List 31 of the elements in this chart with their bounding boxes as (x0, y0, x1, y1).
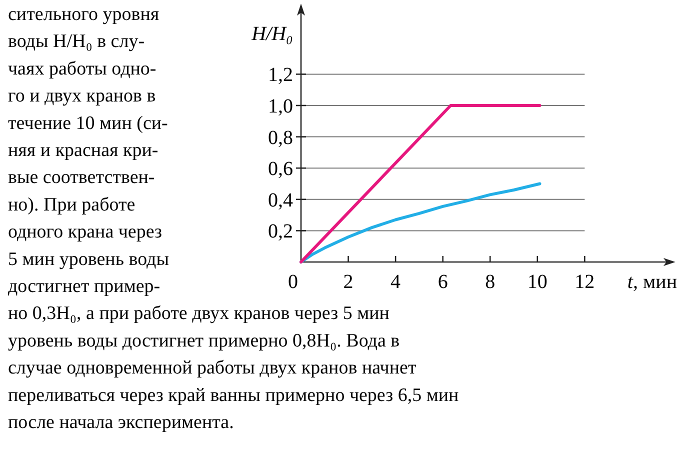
y-tick-label: 0,4 (268, 189, 293, 212)
x-tick-label: 0 (288, 271, 298, 293)
y-tick-label: 0,2 (268, 220, 293, 243)
text: достигнет пример- (8, 276, 160, 297)
text: уровень воды достигнет примерно 0,8H₀. Вода в (8, 330, 400, 352)
y-tick-label: 1,0 (268, 96, 293, 118)
x-tick-label: 10 (527, 271, 548, 293)
x-tick-label: 4 (390, 271, 401, 293)
text: го и двух кранов в (8, 86, 156, 107)
text: одного крана через (8, 222, 162, 243)
x-tick-label: 2 (343, 271, 354, 293)
text: но). При работе (8, 194, 136, 216)
y-axis-title: H/H₀ (250, 23, 294, 45)
text: но 0,3H₀, а при работе двух кранов через 5 мин (8, 303, 390, 324)
x-tick-label: 12 (574, 271, 595, 293)
x-tick-label: 8 (485, 271, 496, 293)
x-tick-label: 6 (438, 271, 448, 293)
text: переливаться через край ванны примерно через 6,5 мин (8, 384, 459, 406)
text: 5 мин уровень воды (8, 248, 170, 270)
x-axis-title: t, мин (627, 271, 678, 293)
text: течение 10 мин (си- (8, 112, 168, 134)
text: няя и красная кри- (8, 140, 158, 161)
text: вые соответствен- (8, 167, 155, 188)
text: сительного уровня (8, 4, 160, 25)
text: после начала эксперимента. (8, 412, 234, 433)
text: случае одновременной работы двух кранов начнет (8, 358, 417, 379)
y-tick-label: 0,6 (268, 158, 293, 180)
y-tick-label: 1,2 (268, 64, 293, 86)
text: воды H/H₀ в слу- (8, 31, 145, 52)
text: чаях работы одно- (8, 58, 156, 80)
y-tick-label: 0,8 (268, 126, 293, 149)
